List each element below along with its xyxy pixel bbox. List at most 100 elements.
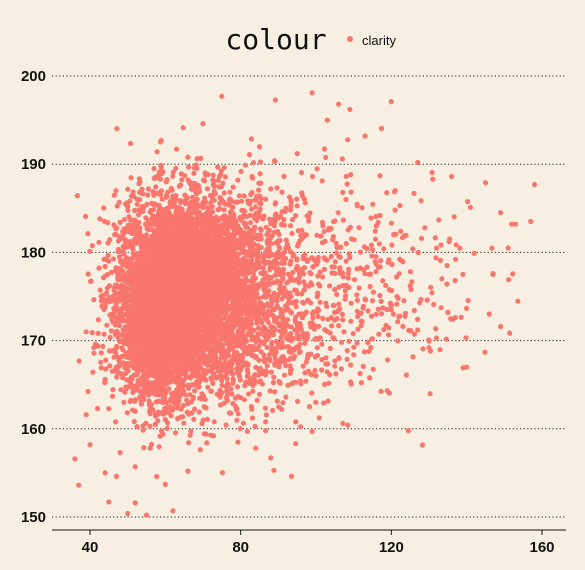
data-point bbox=[124, 410, 130, 416]
data-point bbox=[87, 248, 93, 254]
data-point bbox=[109, 297, 116, 303]
data-point bbox=[127, 308, 133, 314]
data-point bbox=[74, 193, 80, 199]
data-point bbox=[120, 347, 126, 353]
data-point bbox=[134, 424, 140, 430]
data-point bbox=[136, 212, 142, 218]
data-point bbox=[158, 398, 164, 405]
data-point bbox=[156, 411, 162, 417]
data-point bbox=[95, 317, 101, 323]
data-point bbox=[150, 207, 156, 213]
data-point bbox=[102, 263, 108, 270]
data-point bbox=[124, 377, 130, 383]
data-point bbox=[145, 192, 151, 198]
data-point bbox=[104, 290, 110, 296]
data-point bbox=[155, 190, 161, 196]
data-point bbox=[182, 173, 188, 179]
data-point bbox=[128, 193, 135, 199]
data-point bbox=[114, 354, 120, 360]
data-point bbox=[139, 186, 145, 192]
data-point bbox=[118, 306, 124, 312]
data-point bbox=[154, 473, 160, 480]
data-point bbox=[138, 401, 144, 407]
data-point bbox=[156, 444, 162, 450]
data-point bbox=[153, 399, 159, 405]
data-point bbox=[134, 201, 140, 207]
data-point bbox=[134, 317, 140, 323]
data-point bbox=[177, 199, 184, 205]
data-point bbox=[128, 344, 134, 350]
data-point bbox=[114, 343, 120, 349]
data-point bbox=[151, 175, 157, 181]
data-point bbox=[96, 239, 102, 245]
data-point bbox=[110, 256, 117, 262]
data-point bbox=[192, 388, 198, 394]
data-point bbox=[110, 319, 116, 325]
data-point bbox=[103, 357, 109, 363]
data-point bbox=[104, 322, 110, 328]
data-point bbox=[143, 326, 149, 332]
data-points bbox=[72, 90, 538, 518]
data-point bbox=[107, 237, 113, 243]
data-point bbox=[137, 394, 143, 400]
data-point bbox=[164, 425, 170, 431]
data-point bbox=[107, 363, 113, 369]
data-point bbox=[248, 136, 254, 142]
data-point bbox=[130, 280, 136, 286]
data-point bbox=[121, 217, 127, 223]
data-point bbox=[113, 419, 119, 425]
data-point bbox=[158, 188, 165, 194]
data-point bbox=[114, 203, 120, 209]
data-point bbox=[125, 363, 132, 369]
data-point bbox=[125, 207, 131, 213]
data-point bbox=[100, 343, 106, 349]
data-point bbox=[153, 184, 159, 190]
data-point bbox=[89, 243, 95, 249]
data-point bbox=[106, 283, 112, 289]
data-point bbox=[187, 432, 193, 438]
data-point bbox=[97, 216, 103, 222]
data-point bbox=[118, 387, 124, 393]
data-point bbox=[180, 125, 186, 131]
data-point bbox=[236, 193, 242, 199]
data-point bbox=[122, 241, 128, 247]
data-point bbox=[131, 418, 137, 425]
data-point bbox=[159, 196, 165, 202]
data-point bbox=[141, 445, 147, 451]
data-point bbox=[134, 387, 140, 393]
data-point bbox=[132, 207, 138, 214]
data-point bbox=[125, 186, 131, 192]
data-point bbox=[101, 331, 107, 337]
data-point bbox=[111, 309, 117, 315]
data-point bbox=[116, 269, 122, 275]
data-point bbox=[91, 350, 97, 356]
data-point bbox=[164, 194, 170, 200]
data-point bbox=[198, 155, 204, 161]
data-point bbox=[114, 126, 120, 132]
data-point bbox=[90, 369, 96, 375]
data-point bbox=[114, 374, 120, 380]
data-point bbox=[113, 188, 119, 194]
data-point bbox=[135, 298, 141, 304]
data-point bbox=[113, 231, 119, 238]
data-point bbox=[140, 423, 146, 429]
data-point bbox=[168, 413, 174, 419]
data-point bbox=[107, 334, 113, 340]
data-point bbox=[136, 232, 142, 238]
data-point bbox=[140, 191, 146, 197]
data-point bbox=[158, 138, 164, 144]
data-point bbox=[95, 330, 101, 336]
data-point bbox=[263, 196, 269, 202]
data-point bbox=[119, 312, 125, 318]
data-point bbox=[153, 202, 159, 208]
data-point bbox=[162, 417, 168, 423]
data-point bbox=[141, 350, 147, 357]
data-point bbox=[121, 251, 127, 257]
data-point bbox=[96, 265, 102, 271]
data-point bbox=[97, 287, 103, 293]
data-point bbox=[137, 325, 143, 331]
data-point bbox=[155, 172, 161, 178]
data-point bbox=[88, 278, 94, 284]
